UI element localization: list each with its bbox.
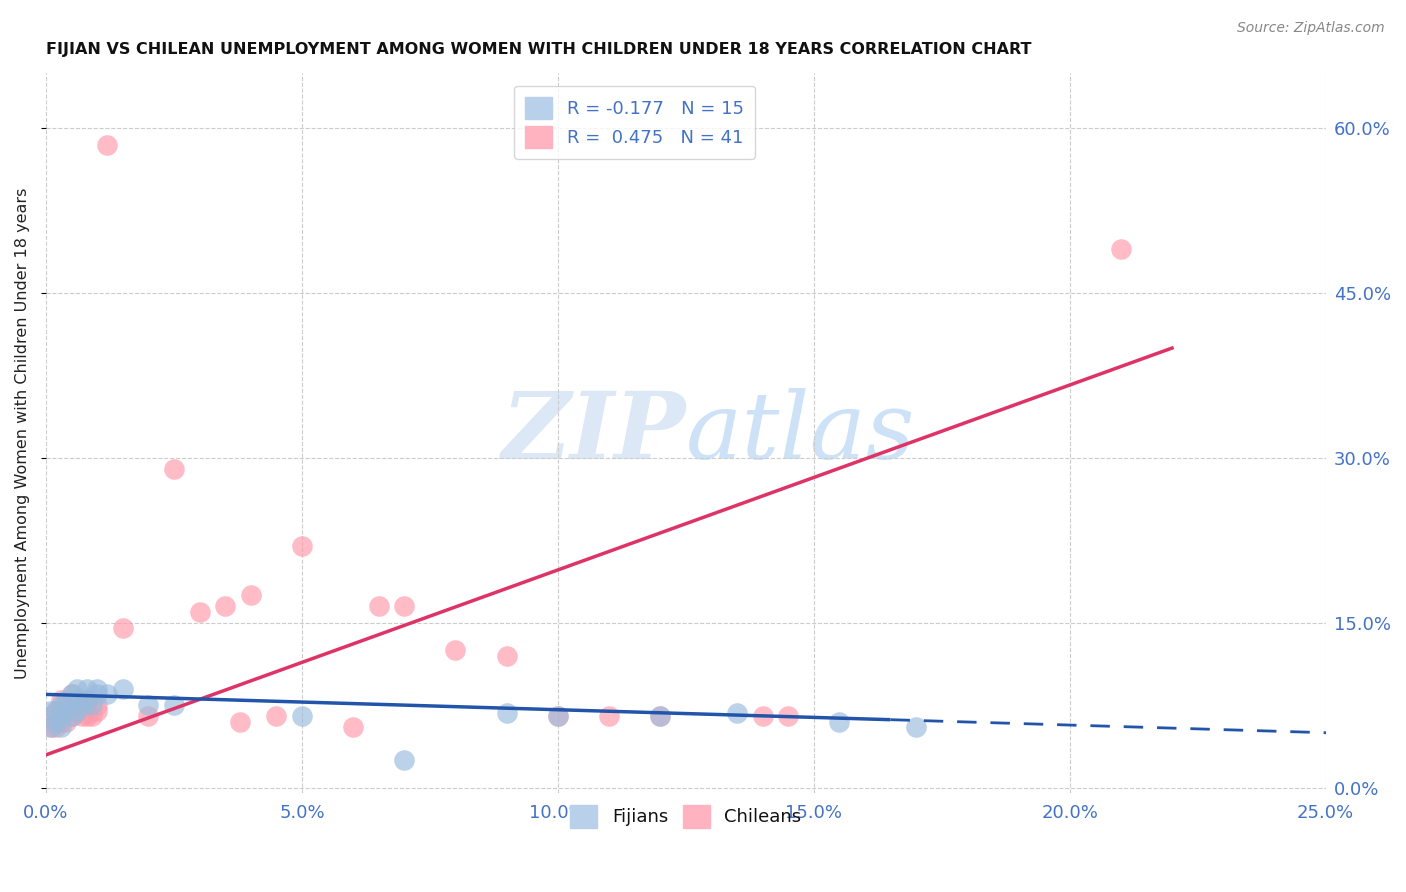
Point [394, 753, 416, 767]
Point [39, 720, 62, 734]
Point [86, 698, 108, 713]
Point [367, 599, 389, 614]
Point [495, 648, 517, 663]
Point [111, 681, 134, 696]
Point [342, 720, 364, 734]
Point [45, 704, 67, 718]
Point [76, 693, 98, 707]
Point [55, 704, 77, 718]
Point [1109, 242, 1132, 256]
Point [66, 704, 89, 718]
Point [39, 709, 62, 723]
Point [547, 709, 569, 723]
Point [138, 698, 160, 713]
Point [725, 706, 748, 720]
Point [51, 704, 73, 718]
Point [239, 589, 262, 603]
Text: atlas: atlas [686, 388, 915, 478]
Point [291, 709, 314, 723]
Point [905, 720, 928, 734]
Point [66, 693, 89, 707]
Point [650, 709, 672, 723]
Point [80, 698, 103, 713]
Point [60, 709, 83, 723]
Point [55, 698, 77, 713]
Point [444, 643, 467, 657]
Point [163, 462, 186, 476]
Point [229, 714, 252, 729]
Text: Source: ZipAtlas.com: Source: ZipAtlas.com [1237, 21, 1385, 35]
Point [66, 698, 89, 713]
Point [138, 709, 160, 723]
Point [60, 687, 83, 701]
Point [111, 622, 134, 636]
Point [66, 681, 89, 696]
Point [51, 693, 73, 707]
Point [598, 709, 620, 723]
Point [70, 709, 93, 723]
Point [86, 681, 108, 696]
Point [394, 599, 416, 614]
Point [51, 698, 73, 713]
Point [66, 704, 89, 718]
Text: FIJIAN VS CHILEAN UNEMPLOYMENT AMONG WOMEN WITH CHILDREN UNDER 18 YEARS CORRELAT: FIJIAN VS CHILEAN UNEMPLOYMENT AMONG WOM… [46, 42, 1032, 57]
Point [51, 709, 73, 723]
Point [266, 709, 288, 723]
Point [828, 714, 851, 729]
Point [751, 709, 773, 723]
Legend: Fijians, Chileans: Fijians, Chileans [562, 798, 808, 835]
Point [163, 698, 186, 713]
Point [45, 704, 67, 718]
Point [650, 709, 672, 723]
Point [55, 693, 77, 707]
Point [60, 709, 83, 723]
Point [70, 693, 93, 707]
Point [76, 709, 98, 723]
Point [51, 714, 73, 729]
Point [80, 709, 103, 723]
Point [51, 720, 73, 734]
Point [778, 709, 800, 723]
Point [45, 720, 67, 734]
Point [86, 687, 108, 701]
Point [214, 599, 236, 614]
Point [291, 539, 314, 553]
Point [39, 720, 62, 734]
Point [45, 714, 67, 729]
Point [39, 704, 62, 718]
Point [76, 693, 98, 707]
Point [96, 137, 118, 152]
Point [60, 687, 83, 701]
Point [70, 698, 93, 713]
Point [188, 605, 211, 619]
Point [76, 681, 98, 696]
Text: ZIP: ZIP [502, 388, 686, 478]
Y-axis label: Unemployment Among Women with Children Under 18 years: Unemployment Among Women with Children U… [15, 187, 30, 679]
Point [495, 706, 517, 720]
Point [86, 704, 108, 718]
Point [55, 714, 77, 729]
Point [547, 709, 569, 723]
Point [96, 687, 118, 701]
